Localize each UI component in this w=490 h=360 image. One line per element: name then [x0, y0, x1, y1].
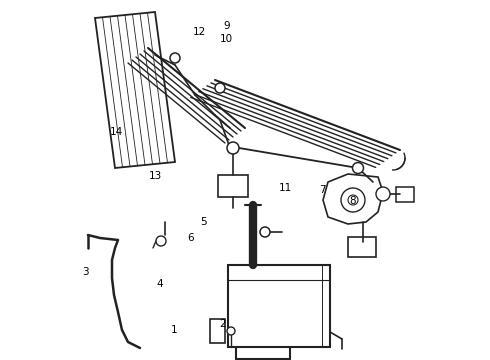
- Text: 2: 2: [220, 319, 226, 329]
- Text: 11: 11: [278, 183, 292, 193]
- Circle shape: [170, 53, 180, 63]
- Circle shape: [215, 83, 225, 93]
- Text: 13: 13: [149, 171, 163, 181]
- Circle shape: [227, 327, 235, 335]
- Text: 5: 5: [200, 217, 207, 228]
- Circle shape: [348, 195, 358, 205]
- Text: 3: 3: [82, 267, 89, 277]
- Circle shape: [260, 227, 270, 237]
- Circle shape: [227, 142, 239, 154]
- Text: 7: 7: [319, 185, 326, 195]
- Text: 14: 14: [110, 127, 123, 138]
- Circle shape: [341, 188, 365, 212]
- Bar: [228, 265, 330, 347]
- Bar: [218, 175, 248, 197]
- Circle shape: [156, 236, 166, 246]
- Text: 9: 9: [223, 21, 230, 31]
- Bar: [348, 237, 376, 257]
- Text: 10: 10: [220, 34, 233, 44]
- Bar: [396, 187, 414, 202]
- Text: 12: 12: [193, 27, 207, 37]
- Text: 1: 1: [171, 325, 177, 336]
- Bar: [210, 319, 225, 343]
- Circle shape: [352, 162, 364, 174]
- Text: 4: 4: [156, 279, 163, 289]
- Circle shape: [376, 187, 390, 201]
- Text: 8: 8: [349, 196, 356, 206]
- Text: 6: 6: [187, 233, 194, 243]
